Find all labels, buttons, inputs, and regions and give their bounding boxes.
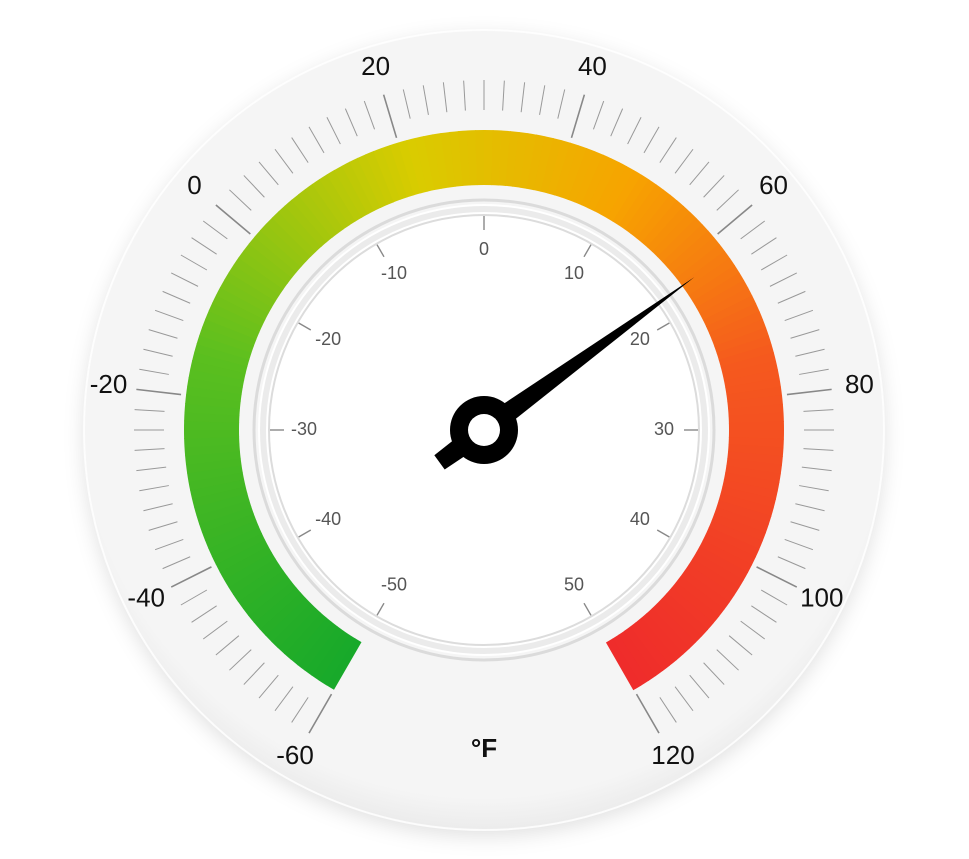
needle-hub-hole <box>468 414 500 446</box>
inner-scale-label: -10 <box>381 263 407 283</box>
unit-label: °F <box>471 733 497 763</box>
gauge-svg: -60 -40 -20 0 20 40 60 80 100 120 -50 -40 -30 -20 -10 0… <box>0 0 969 859</box>
inner-scale-label: 0 <box>479 239 489 259</box>
inner-scale-label: 10 <box>564 263 584 283</box>
inner-scale-label: -30 <box>291 419 317 439</box>
inner-scale-label: 50 <box>564 575 584 595</box>
outer-scale-label: -20 <box>90 369 128 399</box>
temperature-gauge: -60 -40 -20 0 20 40 60 80 100 120 -50 -40 -30 -20 -10 0… <box>0 0 969 859</box>
outer-scale-label: 80 <box>845 369 874 399</box>
inner-scale-label: -20 <box>315 329 341 349</box>
outer-scale-label: 20 <box>361 51 390 81</box>
outer-scale-label: -60 <box>276 740 314 770</box>
outer-scale-label: 100 <box>800 583 843 613</box>
outer-scale-label: 40 <box>578 51 607 81</box>
outer-scale-label: 0 <box>187 170 201 200</box>
outer-scale-label: 120 <box>651 740 694 770</box>
inner-scale-label: -40 <box>315 509 341 529</box>
inner-scale-label: -50 <box>381 575 407 595</box>
inner-scale-label: 40 <box>630 509 650 529</box>
inner-scale-label: 20 <box>630 329 650 349</box>
outer-scale-label: -40 <box>127 583 165 613</box>
outer-scale-label: 60 <box>759 170 788 200</box>
inner-scale-label: 30 <box>654 419 674 439</box>
